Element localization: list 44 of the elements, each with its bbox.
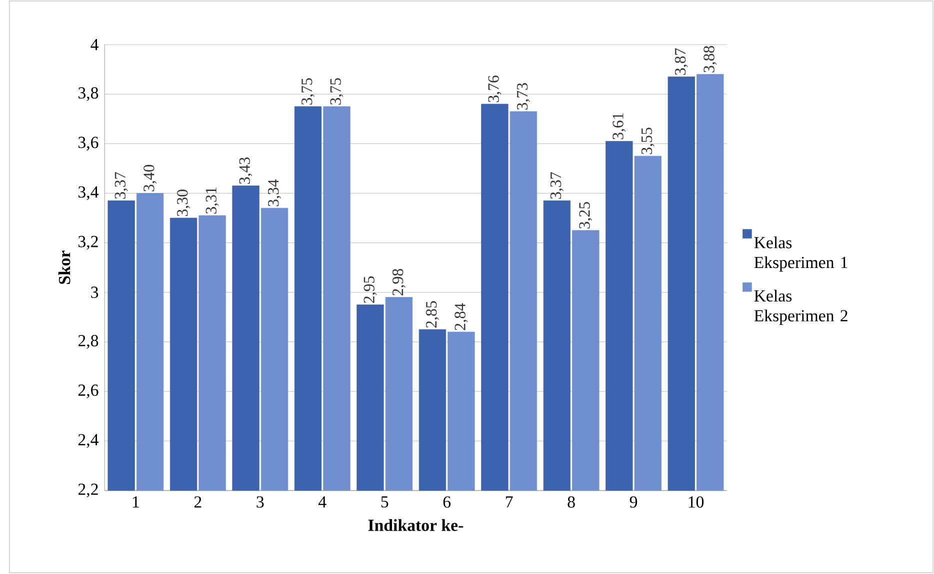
legend-label: Kelas Eksperimen 2 <box>754 290 848 325</box>
data-label: 3,87 <box>674 48 688 75</box>
x-tick-label: 3 <box>256 496 264 508</box>
x-tick-label: 8 <box>568 496 575 508</box>
y-tick-label: 2,8 <box>78 335 98 349</box>
x-tick-label: 1 <box>132 496 139 508</box>
data-label: 3,75 <box>330 78 344 105</box>
y-tick-label: 3,8 <box>78 87 98 102</box>
y-tick-label: 3 <box>91 286 98 298</box>
x-tick-label: 9 <box>630 496 638 508</box>
data-label: 3,43 <box>239 158 252 184</box>
data-label: 3,73 <box>516 83 530 110</box>
y-tick-label: 3,4 <box>78 186 98 200</box>
y-tick-label: 3,2 <box>78 236 98 250</box>
y-axis-title: Skor <box>58 250 70 284</box>
data-label: 3,37 <box>114 172 128 199</box>
data-label: 3,37 <box>550 172 564 199</box>
x-tick-label: 2 <box>194 496 202 508</box>
data-label: 3,25 <box>579 202 592 229</box>
data-label: 3,31 <box>206 188 219 214</box>
x-tick-label: 5 <box>381 496 388 508</box>
legend-label: Kelas Eksperimen 1 <box>754 236 848 272</box>
y-tick-label: 4 <box>90 39 98 50</box>
data-label: 2,98 <box>392 269 406 296</box>
y-tick-label: 2,4 <box>78 434 98 448</box>
data-label: 2,84 <box>454 303 468 330</box>
data-label: 3,40 <box>144 165 157 192</box>
y-tick-label: 2,2 <box>78 484 98 498</box>
data-label: 3,75 <box>302 78 314 105</box>
x-tick-label: 10 <box>688 496 704 508</box>
x-tick-label: 4 <box>318 496 326 508</box>
y-tick-label: 2,6 <box>78 384 98 398</box>
x-tick-label: 7 <box>506 496 513 508</box>
x-tick-label: 6 <box>443 496 451 508</box>
data-label: 3,55 <box>641 128 654 154</box>
data-label: 3,76 <box>488 76 502 102</box>
y-tick-label: 3,6 <box>78 136 98 151</box>
data-label: 3,34 <box>268 180 281 206</box>
x-axis-title: Indikator ke- <box>368 519 464 532</box>
data-label: 3,61 <box>612 113 626 140</box>
data-label: 2,95 <box>364 276 377 303</box>
data-label: 2,85 <box>426 301 439 328</box>
data-label: 3,30 <box>177 190 190 216</box>
data-label: 3,88 <box>704 46 717 72</box>
